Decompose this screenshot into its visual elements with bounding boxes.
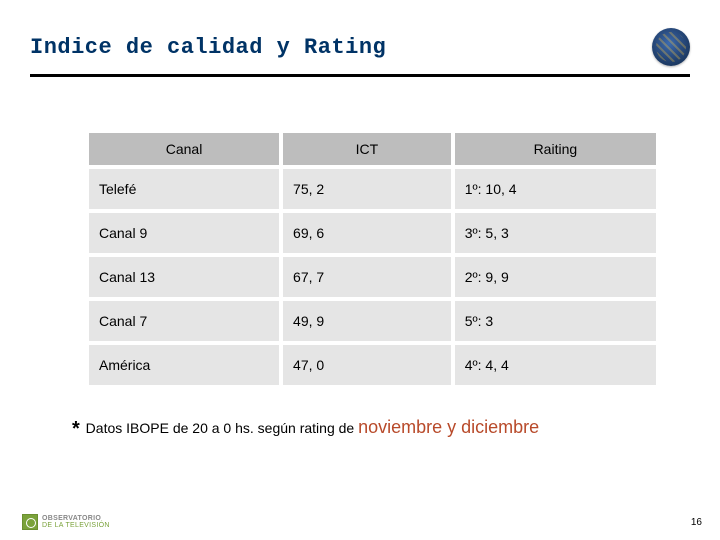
- cell-canal: América: [89, 345, 279, 385]
- cell-raiting: 3º: 5, 3: [455, 213, 656, 253]
- col-header-ict: ICT: [283, 133, 451, 165]
- table-row: Canal 9 69, 6 3º: 5, 3: [89, 213, 656, 253]
- footer-logo: OBSERVATORIO DE LA TELEVISIÓN: [22, 514, 110, 530]
- cell-raiting: 2º: 9, 9: [455, 257, 656, 297]
- footnote-text: Datos IBOPE de 20 a 0 hs. según rating d…: [82, 420, 358, 436]
- cell-raiting: 4º: 4, 4: [455, 345, 656, 385]
- table-row: Canal 7 49, 9 5º: 3: [89, 301, 656, 341]
- title-underline: [30, 74, 690, 77]
- cell-canal: Canal 9: [89, 213, 279, 253]
- col-header-canal: Canal: [89, 133, 279, 165]
- table-row: Telefé 75, 2 1º: 10, 4: [89, 169, 656, 209]
- cell-canal: Canal 7: [89, 301, 279, 341]
- footer-logo-text: OBSERVATORIO DE LA TELEVISIÓN: [42, 515, 110, 529]
- cell-ict: 47, 0: [283, 345, 451, 385]
- footnote-highlight: noviembre y diciembre: [358, 417, 539, 437]
- cell-canal: Telefé: [89, 169, 279, 209]
- cell-ict: 69, 6: [283, 213, 451, 253]
- col-header-raiting: Raiting: [455, 133, 656, 165]
- page-title: Indice de calidad y Rating: [30, 35, 386, 60]
- cell-ict: 49, 9: [283, 301, 451, 341]
- cell-canal: Canal 13: [89, 257, 279, 297]
- footer-logo-icon: [22, 514, 38, 530]
- footnote: * Datos IBOPE de 20 a 0 hs. según rating…: [72, 417, 690, 441]
- table-row: Canal 13 67, 7 2º: 9, 9: [89, 257, 656, 297]
- rating-table: Canal ICT Raiting Telefé 75, 2 1º: 10, 4…: [85, 129, 660, 389]
- footnote-asterisk: *: [72, 418, 80, 440]
- slide-number: 16: [691, 517, 702, 528]
- cell-ict: 75, 2: [283, 169, 451, 209]
- cell-raiting: 5º: 3: [455, 301, 656, 341]
- cell-raiting: 1º: 10, 4: [455, 169, 656, 209]
- cell-ict: 67, 7: [283, 257, 451, 297]
- table-row: América 47, 0 4º: 4, 4: [89, 345, 656, 385]
- corner-logo: [652, 28, 690, 66]
